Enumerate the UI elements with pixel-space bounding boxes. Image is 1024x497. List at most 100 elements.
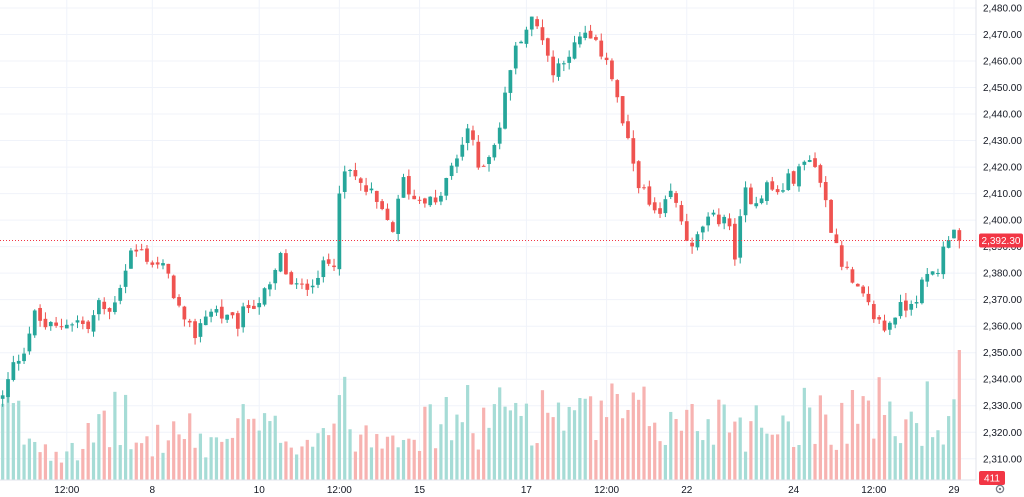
volume-bars xyxy=(1,350,961,480)
last-price-tag: 2,392.30 xyxy=(979,233,1023,248)
candle-body xyxy=(273,270,278,284)
candle-body xyxy=(481,165,486,167)
candle-body xyxy=(695,234,700,248)
candle-body xyxy=(663,199,668,214)
candle-body xyxy=(786,173,791,191)
volume-bar xyxy=(466,385,470,480)
volume-bar xyxy=(631,392,635,480)
candle-body xyxy=(823,182,828,201)
candle-body xyxy=(679,205,684,222)
time-tick-label: 12:00 xyxy=(594,485,619,496)
volume-bar xyxy=(156,424,160,480)
volume-bar xyxy=(241,404,245,480)
candle-body xyxy=(925,274,930,282)
time-tick-label: 29 xyxy=(948,485,960,496)
volume-bar xyxy=(733,421,737,480)
candle-body xyxy=(604,57,609,61)
volume-bar xyxy=(193,447,197,480)
volume-bar xyxy=(925,381,929,480)
volume-bar xyxy=(246,419,251,480)
candle-body xyxy=(716,214,721,225)
volume-bar xyxy=(6,389,10,480)
candle-body xyxy=(503,92,507,129)
volume-bar xyxy=(316,433,320,480)
candle-body xyxy=(615,80,620,98)
candle-body xyxy=(64,324,69,329)
candle-body xyxy=(187,320,192,323)
volume-bar xyxy=(556,402,561,480)
volume-bar xyxy=(172,421,176,480)
candle-body xyxy=(887,322,892,330)
candle-body xyxy=(219,306,224,319)
volume-bar xyxy=(498,387,502,480)
candle-body xyxy=(513,45,518,69)
candle-body xyxy=(406,176,411,195)
candle-body xyxy=(540,27,545,41)
time-axis-panel[interactable] xyxy=(0,480,976,497)
price-axis-panel[interactable] xyxy=(976,0,1024,497)
candle-body xyxy=(578,36,582,45)
candle-body xyxy=(674,193,678,203)
candle-body xyxy=(941,246,946,275)
candle-body xyxy=(802,161,807,165)
volume-bar xyxy=(562,430,566,480)
volume-bar xyxy=(348,429,352,480)
volume-bar xyxy=(289,447,293,480)
volume-bar xyxy=(936,430,940,480)
candle-body xyxy=(401,177,406,198)
candle-body xyxy=(946,240,951,248)
candle-body xyxy=(97,300,101,315)
volume-bar xyxy=(888,401,892,480)
volume-bar xyxy=(97,414,101,480)
volume-bar xyxy=(567,406,571,480)
candle-body xyxy=(572,42,577,59)
volume-bar xyxy=(220,441,224,480)
candle-body xyxy=(545,38,550,56)
candle-body xyxy=(316,277,320,285)
candle-body xyxy=(610,60,614,80)
candle-body xyxy=(230,312,235,316)
candle-body xyxy=(732,223,737,260)
volume-bar xyxy=(359,434,363,480)
volume-bar xyxy=(615,394,619,480)
volume-bar xyxy=(1,403,5,480)
volume-bar xyxy=(273,415,277,480)
candle-body xyxy=(203,316,208,326)
candle-body xyxy=(754,203,759,207)
candle-body xyxy=(770,181,775,190)
candle-body xyxy=(145,248,149,262)
candle-body xyxy=(11,362,16,380)
candle-body xyxy=(439,195,443,202)
gear-icon[interactable] xyxy=(995,484,1005,494)
candle-body xyxy=(32,310,37,336)
candle-body xyxy=(166,263,171,274)
candle-body xyxy=(706,216,711,226)
volume-bar xyxy=(583,398,587,480)
candle-body xyxy=(807,160,812,162)
candle-body xyxy=(91,315,96,332)
volume-bar xyxy=(225,438,229,480)
candle-body xyxy=(246,304,251,309)
volume-bar xyxy=(177,434,181,480)
candle-body xyxy=(38,307,42,321)
volume-bar xyxy=(11,403,15,480)
volume-bar xyxy=(70,442,74,480)
volume-bar xyxy=(508,410,512,480)
candle-body xyxy=(855,283,860,287)
candle-body xyxy=(16,360,21,364)
candle-body xyxy=(300,283,304,285)
candle-body xyxy=(455,158,459,167)
volume-bar xyxy=(482,407,486,480)
volume-bar xyxy=(690,403,694,480)
volume-bar xyxy=(524,403,529,480)
price-tick-label: 2,360.00 xyxy=(983,322,1022,333)
volume-bar xyxy=(102,410,106,480)
candle-body xyxy=(257,303,262,308)
volume-bar xyxy=(898,443,903,480)
candle-body xyxy=(834,234,839,244)
candle-body xyxy=(235,313,240,329)
candle-body xyxy=(850,269,855,283)
volume-bar xyxy=(33,441,37,480)
candlesticks xyxy=(0,16,962,407)
